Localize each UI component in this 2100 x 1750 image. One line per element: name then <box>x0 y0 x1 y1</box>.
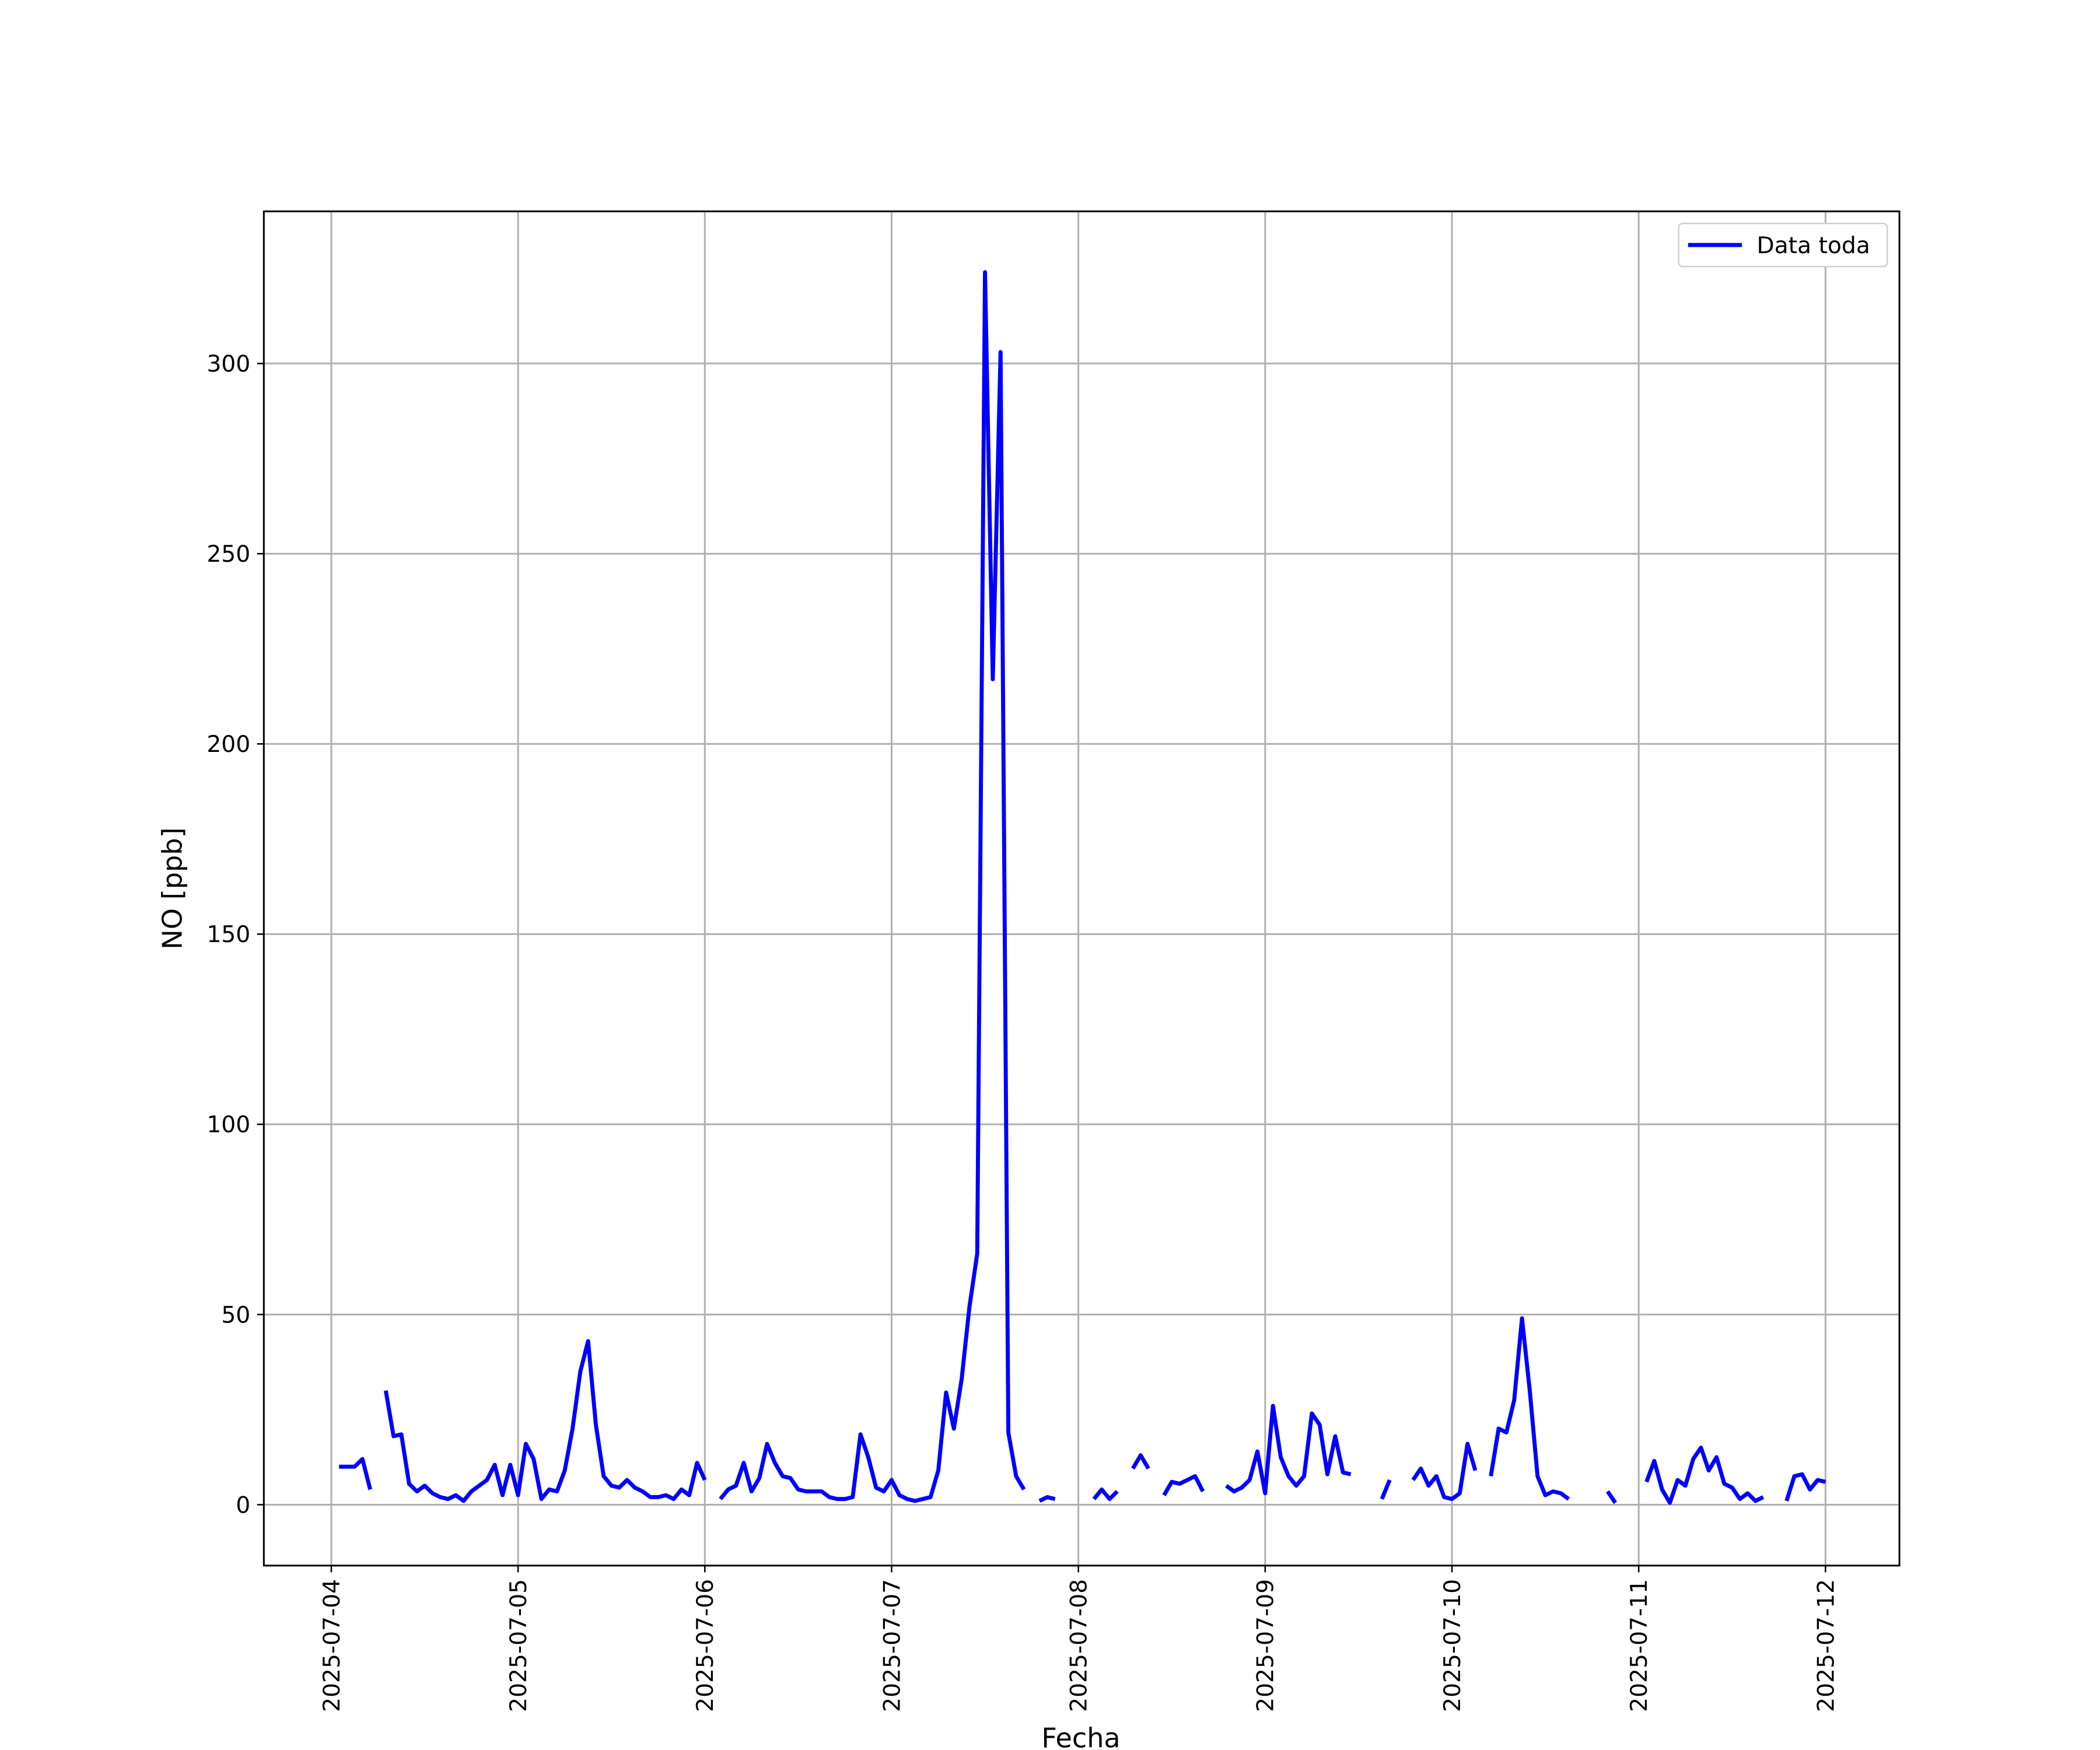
x-tick-label: 2025-07-06 <box>692 1579 719 1712</box>
y-tick-label: 50 <box>221 1302 250 1328</box>
y-tick-label: 150 <box>206 922 250 948</box>
y-tick-label: 100 <box>206 1112 250 1138</box>
x-tick-label: 2025-07-09 <box>1253 1579 1279 1712</box>
x-tick-label: 2025-07-11 <box>1626 1579 1653 1712</box>
x-tick-label: 2025-07-07 <box>879 1579 905 1712</box>
y-tick-label: 200 <box>206 732 250 758</box>
grid <box>264 211 1900 1566</box>
x-tick-label: 2025-07-08 <box>1066 1579 1093 1712</box>
ticks: 0 50 100 150 200 250 300 2025-07-04 2025-07-05 20… <box>206 351 1839 1712</box>
plot-area <box>339 270 1826 1505</box>
y-axis-label: NO [ppb] <box>157 827 188 949</box>
x-tick-label: 2025-07-10 <box>1440 1579 1466 1712</box>
data-line <box>339 270 1826 1505</box>
x-tick-label: 2025-07-05 <box>506 1579 532 1712</box>
axes-frame <box>262 210 1901 1567</box>
x-axis-label: Fecha <box>1041 1722 1120 1750</box>
legend-box <box>1678 222 1888 268</box>
y-tick-label: 300 <box>206 351 250 377</box>
y-tick-label: 250 <box>206 541 250 568</box>
legend-label: Data toda <box>1757 233 1870 259</box>
legend: Data toda <box>1678 222 1888 268</box>
y-tick-label: 0 <box>236 1492 250 1518</box>
x-tick-label: 2025-07-04 <box>319 1579 345 1712</box>
x-tick-label: 2025-07-12 <box>1813 1579 1839 1712</box>
